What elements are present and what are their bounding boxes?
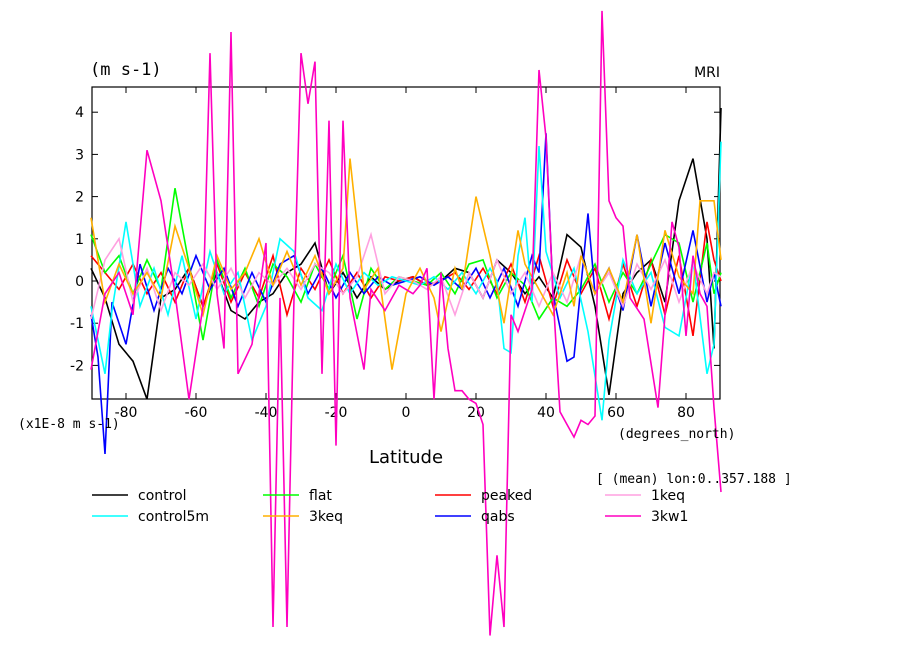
x-units-label: (degrees_north) [618,427,735,442]
y-scale-label: (x1E-8 m s-1) [18,417,120,432]
y-axis: -2 -1 0 1 2 3 4 [70,105,720,374]
legend-label-peaked: peaked [481,488,532,504]
x-tick-label: 80 [677,405,695,421]
series-line-control [90,107,722,400]
x-axis: -80 -60 -40 -20 0 20 40 60 80 [115,87,695,421]
x-tick-label: -80 [115,405,138,421]
x-tick-label: 20 [467,405,485,421]
y-tick-label: 0 [75,274,84,290]
units-label: (m s-1) [90,60,162,80]
y-tick-label: 2 [75,190,84,206]
y-tick-label: -2 [70,358,84,374]
legend: control peaked flat qabs control5m 1keq 3keq 3k… [92,488,688,525]
legend-label-control: control [138,488,187,504]
y-tick-label: 4 [75,105,84,121]
x-tick-label: -40 [255,405,278,421]
legend-label-control5m: control5m [138,509,209,525]
y-tick-label: -1 [70,316,84,332]
series-line-3kw1 [90,10,722,636]
legend-label-1keq: 1keq [651,488,685,504]
x-tick-label: 60 [607,405,625,421]
subtitle: [ (mean) lon:0..357.188 ] [596,472,792,487]
x-axis-title: Latitude [369,447,443,468]
legend-label-3kw1: 3kw1 [651,509,688,525]
legend-label-flat: flat [309,488,332,504]
x-tick-label: 0 [402,405,411,421]
x-tick-label: 40 [537,405,555,421]
x-tick-label: -60 [185,405,208,421]
plot-frame [91,86,721,400]
series-layer [90,10,722,636]
y-tick-label: 1 [75,232,84,248]
y-tick-label: 3 [75,147,84,163]
legend-label-3keq: 3keq [309,509,343,525]
model-label: MRI [694,65,720,81]
series-line-3keq [90,158,722,370]
legend-label-qabs: qabs [481,509,515,525]
